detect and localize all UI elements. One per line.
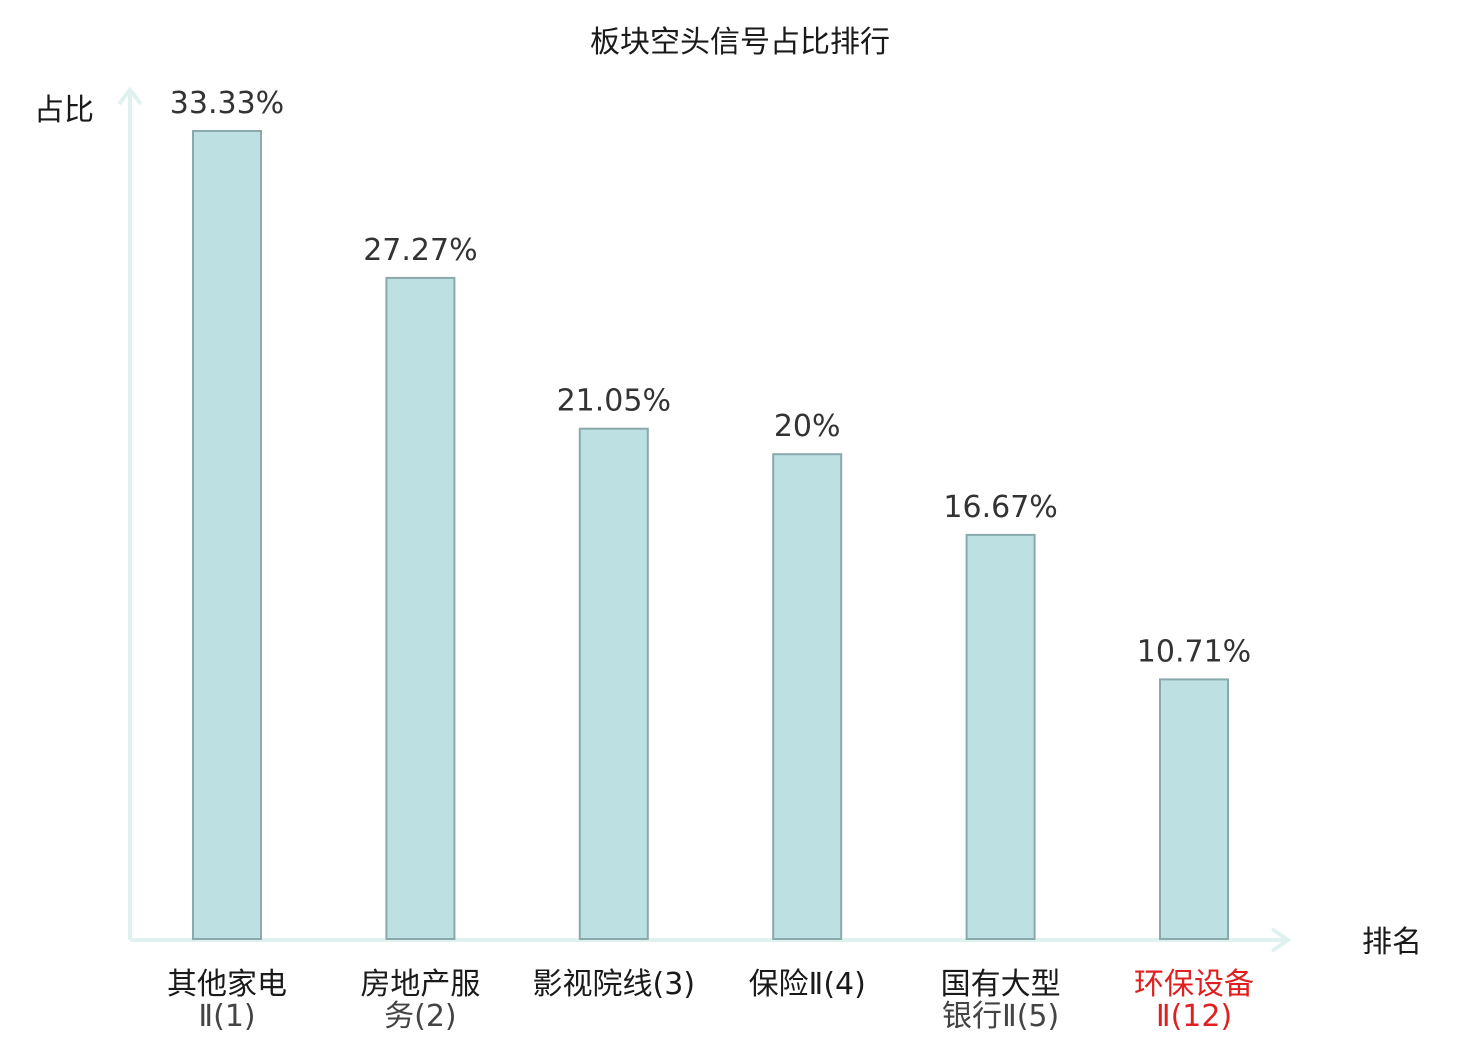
category-label-line2: 务(2) [384,999,457,1034]
bar [1159,678,1229,941]
bar [192,130,262,940]
category-label: 其他家电 [167,967,287,1002]
bar-value-label: 20% [774,409,841,444]
category-label-line2: 银行Ⅱ(5) [942,999,1059,1034]
bar-value-label: 27.27% [363,233,477,268]
category-label: 房地产服 [360,967,480,1002]
category-label: 环保设备 [1134,967,1254,1002]
bar-value-label: 21.05% [557,384,671,419]
bar [965,533,1036,941]
bar-value-label: 10.71% [1137,634,1251,669]
bar [578,427,649,940]
bar [772,453,843,940]
category-label: 保险Ⅱ(4) [749,967,866,1002]
category-label: 国有大型 [941,967,1061,1002]
bar-value-label: 16.67% [943,490,1057,525]
bar-value-label: 33.33% [170,86,284,121]
chart-title: 板块空头信号占比排行 [590,25,890,60]
category-label-line2: Ⅱ(1) [198,999,255,1034]
y-axis-arrow [117,86,143,106]
category-label: 影视院线(3) [533,967,696,1002]
x-axis-label: 排名 [1362,925,1422,960]
y-axis-label: 占比 [34,93,94,128]
bar [385,276,456,940]
bars-group [192,130,1229,941]
value-labels-group: 33.33% 27.27% 21.05% 20% 16.67% 10.71% [170,86,1251,669]
axes [117,86,1292,953]
category-label-line2: Ⅱ(12) [1156,999,1232,1034]
x-axis-arrow [1270,927,1292,953]
